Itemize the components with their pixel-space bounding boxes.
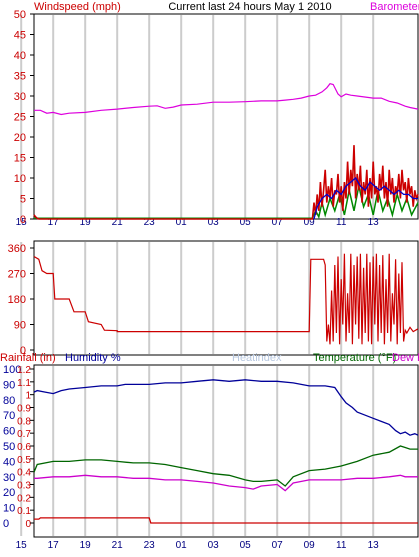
wind-green-series (34, 186, 419, 220)
dewpoint-title: Dew Point (392, 352, 419, 364)
rain-tick-label: 0.8 (17, 416, 31, 427)
x-tick-label: 09 (304, 217, 316, 228)
rain-tick-label: 0.2 (17, 493, 31, 504)
y-tick-label: 40 (14, 50, 26, 62)
x-tick-label: 01 (176, 540, 188, 551)
x-tick-label: 03 (208, 540, 220, 551)
x-tick-label: 19 (80, 217, 92, 228)
humidity-tick-label: 60 (3, 426, 15, 438)
wind-panel-frame (33, 13, 419, 220)
x-tick-label: 17 (48, 540, 60, 551)
rain-tick-label: 0.3 (17, 481, 31, 492)
x-tick-label: 05 (240, 217, 252, 228)
temperature-title: Temperature (°F) (313, 352, 396, 364)
avg-wind-series (313, 177, 418, 220)
humidity-panel-frame (33, 364, 419, 538)
humidity-tick-label: 90 (3, 379, 15, 391)
x-tick-label: 19 (80, 540, 92, 551)
y-tick-label: 360 (8, 243, 26, 255)
y-tick-label: 10 (14, 173, 26, 185)
x-tick-label: 01 (176, 217, 188, 228)
x-tick-label: 15 (16, 217, 28, 228)
rainfall-series (34, 517, 418, 524)
x-tick-label: 07 (272, 217, 284, 228)
wind-direction-series (33, 253, 419, 345)
y-tick-label: 25 (14, 112, 26, 124)
x-tick-label: 15 (16, 540, 28, 551)
y-tick-label: 0 (20, 214, 26, 226)
x-tick-label: 23 (144, 217, 156, 228)
barometer-title: Barometer (370, 1, 419, 13)
x-tick-label: 23 (144, 540, 156, 551)
y-tick-label: 35 (14, 71, 26, 83)
x-tick-label: 11 (336, 217, 347, 228)
x-tick-label: 21 (112, 217, 124, 228)
rain-tick-label: 0.7 (17, 429, 31, 440)
x-tick-label: 09 (304, 540, 316, 551)
rain-tick-label: 0 (25, 519, 31, 530)
x-tick-label: 03 (208, 217, 220, 228)
y-tick-label: 90 (14, 320, 26, 332)
y-tick-label: 45 (14, 30, 26, 42)
y-tick-label: 30 (14, 91, 26, 103)
humidity-tick-label: 0 (3, 518, 9, 530)
humidity-series (33, 379, 419, 436)
y-tick-label: 0 (20, 345, 26, 357)
y-tick-label: 5 (20, 194, 26, 206)
temperature-series (33, 445, 418, 487)
windspeed-title: Windspeed (mph) (34, 1, 121, 13)
humidity-tick-label: 20 (3, 487, 15, 499)
y-tick-label: 50 (14, 9, 26, 21)
y-tick-label: 270 (8, 269, 26, 281)
chart-title: Current last 24 hours May 1 2010 (168, 1, 331, 13)
x-tick-label: 13 (368, 217, 380, 228)
humidity-tick-label: 100 (3, 364, 21, 376)
humidity-tick-label: 80 (3, 395, 15, 407)
barometer-series (34, 83, 419, 116)
x-tick-label: 21 (112, 540, 124, 551)
y-tick-label: 20 (14, 132, 26, 144)
y-tick-label: 180 (8, 294, 26, 306)
rain-tick-label: 0.4 (17, 468, 31, 479)
x-tick-label: 11 (336, 540, 347, 551)
rain-tick-label: 0.5 (17, 455, 31, 466)
x-tick-label: 13 (368, 540, 380, 551)
humidity-title: Humidity % (65, 352, 121, 364)
x-tick-label: 07 (272, 540, 284, 551)
rain-tick-label: 1.1 (17, 378, 31, 389)
rain-tick-label: 0.6 (17, 442, 31, 453)
x-tick-label: 05 (240, 540, 252, 551)
rain-tick-label: 1.2 (17, 365, 31, 376)
rain-tick-label: 0.9 (17, 404, 31, 415)
rain-tick-label: 0.1 (17, 506, 31, 517)
dewpoint-series (34, 474, 418, 492)
humidity-tick-label: 50 (3, 441, 15, 453)
humidity-tick-label: 30 (3, 472, 15, 484)
windspeed-series (33, 145, 419, 220)
humidity-tick-label: 70 (3, 410, 15, 422)
humidity-tick-label: 40 (3, 456, 15, 468)
x-tick-label: 17 (48, 217, 60, 228)
humidity-tick-label: 10 (3, 503, 15, 515)
direction-panel-frame (33, 240, 419, 356)
heatindex-title: Heatindex (232, 352, 282, 364)
y-tick-label: 15 (14, 153, 26, 165)
rain-tick-label: 1 (25, 391, 31, 402)
rainfall-title: Rainfall (in) (0, 352, 56, 364)
